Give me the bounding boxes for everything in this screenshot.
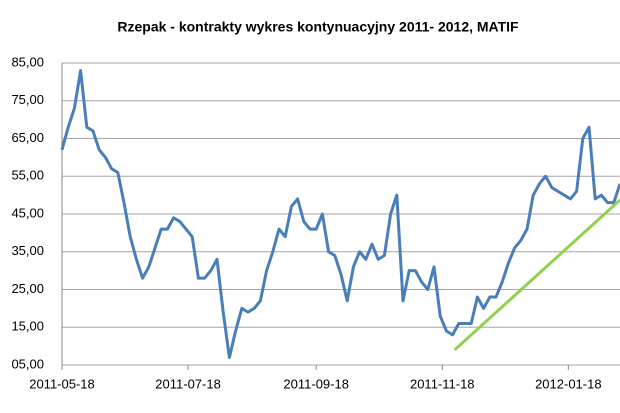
y-tick-label: 45,00 [11,205,44,220]
y-tick-label: 65,00 [11,130,44,145]
x-tick-label: 2011-09-18 [283,376,349,391]
data-line [60,69,620,359]
y-tick-label: 85,00 [11,54,44,69]
y-tick-label: 25,00 [11,281,44,296]
x-tick-label: 2011-07-18 [155,376,221,391]
trend-line [453,198,620,352]
x-tick-label: 2011-05-18 [29,376,95,391]
y-tick-label: 35,00 [11,243,44,258]
y-tick-label: 55,00 [11,168,44,183]
y-tick-label: 15,00 [11,319,44,334]
y-tick-label: 05,00 [11,356,44,371]
x-tick-label: 2011-11-18 [410,376,475,391]
y-tick-label: 75,00 [11,92,44,107]
x-tick-label: 2012-01-18 [535,376,602,391]
chart-title: Rzepak - kontrakty wykres kontynuacyjny … [117,19,519,35]
